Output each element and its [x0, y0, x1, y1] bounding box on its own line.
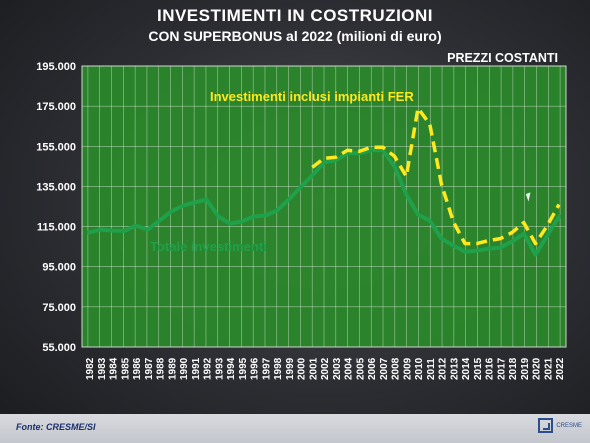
slide-title: INVESTIMENTI IN COSTRUZIONI — [156, 6, 434, 25]
x-tick-label: 2016 — [485, 357, 496, 380]
x-tick-label: 2017 — [496, 357, 507, 380]
x-tick-label: 2006 — [367, 357, 378, 380]
x-tick-label: 2002 — [320, 357, 331, 380]
x-tick-label: 2012 — [438, 357, 449, 380]
x-tick-label: 2022 — [555, 357, 566, 380]
x-tick-label: 2003 — [332, 357, 343, 380]
x-tick-label: 1985 — [120, 357, 131, 380]
y-tick-label: 95.000 — [42, 262, 76, 274]
x-tick-label: 1983 — [97, 357, 108, 380]
logo-square-icon — [538, 418, 554, 433]
series-annotation-total: Totale investimenti — [150, 239, 267, 254]
x-tick-label: 2001 — [308, 357, 319, 380]
x-tick-label: 1982 — [85, 357, 96, 380]
x-tick-label: 2013 — [449, 357, 460, 380]
x-tick-label: 1984 — [109, 357, 120, 380]
series-line-totale-investimenti — [87, 148, 561, 257]
y-tick-label: 155.000 — [36, 141, 76, 153]
x-tick-label: 2020 — [532, 357, 543, 380]
x-tick-label: 2015 — [473, 357, 484, 380]
x-tick-label: 2008 — [391, 357, 402, 380]
y-tick-label: 175.000 — [36, 101, 76, 113]
x-tick-label: 1997 — [261, 357, 272, 380]
x-tick-label: 2004 — [344, 357, 355, 380]
cresme-logo: CRESME — [538, 418, 582, 433]
x-tick-label: 2018 — [508, 357, 519, 380]
x-tick-label: 1998 — [273, 357, 284, 380]
x-tick-label: 2009 — [402, 357, 413, 380]
x-tick-label: 1987 — [144, 357, 155, 380]
x-tick-label: 1996 — [250, 357, 261, 380]
x-tick-label: 1993 — [214, 357, 225, 380]
x-tick-label: 1989 — [167, 357, 178, 380]
price-basis-note: PREZZI COSTANTI — [447, 51, 558, 65]
x-tick-label: 2011 — [426, 358, 437, 380]
slide-footer: Fonte: CRESME/SI CRESME — [0, 414, 590, 443]
x-tick-label: 1994 — [226, 357, 237, 380]
x-tick-label: 1988 — [156, 357, 167, 380]
x-tick-label: 1986 — [132, 357, 143, 380]
x-tick-label: 2005 — [355, 357, 366, 380]
x-tick-label: 1990 — [179, 357, 190, 380]
source-note: Fonte: CRESME/SI — [16, 422, 96, 432]
x-tick-label: 2021 — [543, 357, 554, 380]
x-tick-label: 2019 — [520, 357, 531, 380]
investment-line-chart: 55.000 75.000 95.000 115.000 135.000 155.000 1… — [36, 61, 567, 380]
x-tick-label: 2014 — [461, 357, 472, 380]
y-tick-label: 75.000 — [42, 302, 76, 314]
y-tick-label: 115.000 — [37, 222, 76, 234]
x-tick-label: 1999 — [285, 357, 296, 380]
x-tick-label: 1991 — [191, 357, 202, 380]
x-tick-label: 1995 — [238, 357, 249, 380]
y-tick-label: 135.000 — [36, 181, 76, 193]
x-tick-label: 2010 — [414, 357, 425, 380]
plot-border — [81, 65, 567, 348]
slide-subtitle: CON SUPERBONUS al 2022 (milioni di euro) — [148, 28, 442, 44]
series-annotation-fer: Investimenti inclusi impianti FER — [210, 89, 414, 104]
x-tick-label: 1992 — [203, 357, 214, 380]
y-tick-label: 55.000 — [42, 342, 76, 354]
y-tick-label: 195.000 — [36, 61, 76, 73]
x-tick-label: 2007 — [379, 357, 390, 380]
logo-text: CRESME — [556, 422, 582, 429]
x-tick-label: 2000 — [297, 357, 308, 380]
